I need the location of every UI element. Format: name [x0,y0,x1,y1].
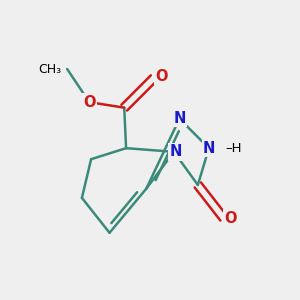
Text: N: N [169,144,182,159]
Text: –H: –H [226,142,242,155]
Text: O: O [155,69,167,84]
Text: O: O [224,211,236,226]
Text: N: N [173,111,186,126]
Text: N: N [203,141,215,156]
Text: O: O [83,95,95,110]
Text: CH₃: CH₃ [38,62,62,76]
